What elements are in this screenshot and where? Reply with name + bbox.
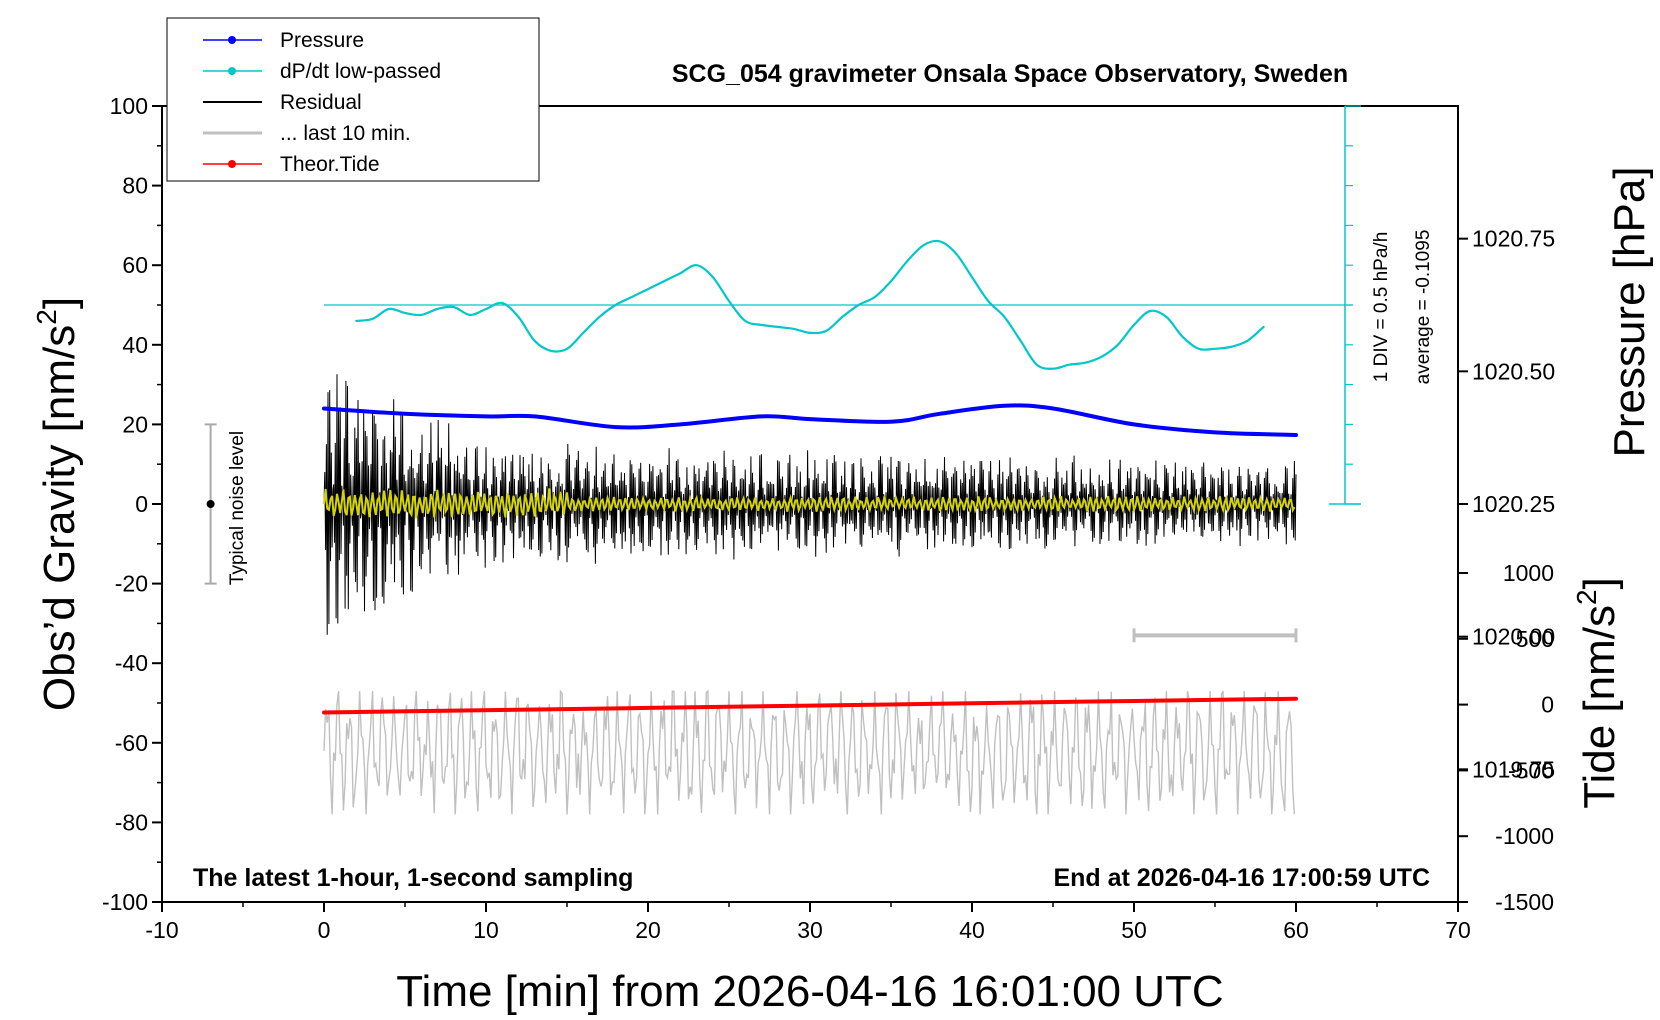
y-tick-label: -40 [115, 650, 148, 676]
pressure-tick-label: 1020.50 [1472, 358, 1555, 384]
tide-tick-label: -1500 [1495, 889, 1554, 915]
legend-marker [228, 160, 236, 168]
legend-entries: Pressure dP/dt low-passed Residual ... last… [203, 29, 441, 176]
y-tick-label: -20 [115, 571, 148, 597]
x-tick-label: 0 [318, 917, 331, 943]
y-axis-label-pressure: Pressure [hPa] [1605, 166, 1654, 457]
y-tick-label: 40 [122, 332, 148, 358]
pressure-axis-ticks: 1019.75 1020.00 1020.25 1020.50 1020.75 [1458, 226, 1555, 782]
tide-tick-label: 500 [1516, 626, 1554, 652]
note-right: End at 2026-04-16 17:00:59 UTC [1053, 864, 1430, 892]
x-tick-label: 70 [1445, 917, 1471, 943]
x-tick-label: 40 [959, 917, 985, 943]
y-tick-label: 20 [122, 411, 148, 437]
x-axis-ticks: -10 0 10 20 30 40 50 60 70 [145, 902, 1471, 943]
y-axis-label-tide: Tide [nm/s2] [1571, 577, 1624, 809]
y-axis-label-left: Obs’d Gravity [nm/s2] [31, 297, 84, 711]
x-axis-label: Time [min] from 2026-04-16 16:01:00 UTC [396, 967, 1223, 1016]
x-tick-label: 50 [1121, 917, 1147, 943]
x-tick-label: 10 [473, 917, 499, 943]
pressure-tick-label: 1020.25 [1472, 491, 1555, 517]
legend: Pressure dP/dt low-passed Residual ... last… [166, 17, 540, 182]
chart-title: SCG_054 gravimeter Onsala Space Observat… [672, 60, 1348, 88]
y-tick-label: -60 [115, 730, 148, 756]
pressure-tick-label: 1020.75 [1472, 226, 1555, 252]
div-label: 1 DIV = 0.5 hPa/h [1371, 232, 1392, 383]
series-lines [204, 239, 1353, 815]
x-tick-label: -10 [145, 917, 178, 943]
y-tick-label: 60 [122, 252, 148, 278]
x-tick-label: 60 [1283, 917, 1309, 943]
y-tick-label: 0 [135, 491, 148, 517]
grey-trace [323, 689, 1296, 815]
legend-marker [228, 67, 236, 75]
x-tick-label: 20 [635, 917, 661, 943]
series-theor-tide [322, 696, 1298, 715]
legend-box [166, 17, 540, 182]
y-tick-label: -100 [102, 889, 148, 915]
pressure-tick-label: 1019.75 [1472, 756, 1555, 782]
tide-axis-ticks: -1500 -1000 -500 0 500 1000 [1458, 560, 1554, 915]
legend-label: dP/dt low-passed [280, 60, 441, 83]
legend-marker [228, 36, 236, 44]
tide-tick-label: 0 [1541, 692, 1554, 718]
note-left: The latest 1-hour, 1-second sampling [193, 864, 633, 892]
average-label: average = -0.1095 [1413, 230, 1434, 385]
tide-tick-label: 1000 [1503, 560, 1554, 586]
y-tick-label: 80 [122, 173, 148, 199]
tide-tick-label: -1000 [1495, 823, 1554, 849]
series-pressure [322, 403, 1298, 437]
y-tick-label: 100 [110, 93, 148, 119]
legend-label: Pressure [280, 29, 364, 52]
noise-bar-dot [206, 500, 215, 508]
y-tick-label: -80 [115, 809, 148, 835]
series-dp-dt-low-passed [355, 239, 1265, 370]
legend-label: Theor.Tide [280, 153, 380, 176]
noise-label: Typical noise level [227, 431, 248, 585]
legend-label: ... last 10 min. [280, 122, 411, 145]
legend-label: Residual [280, 91, 362, 114]
x-tick-label: 30 [797, 917, 823, 943]
residual-smoothed-trace [323, 488, 1296, 519]
pressure-tick-label: 1020.00 [1472, 624, 1555, 650]
tide-tick-label: -500 [1508, 757, 1554, 783]
y-axis-ticks: -100 -80 -60 -40 -20 0 20 40 60 80 100 [102, 93, 162, 915]
